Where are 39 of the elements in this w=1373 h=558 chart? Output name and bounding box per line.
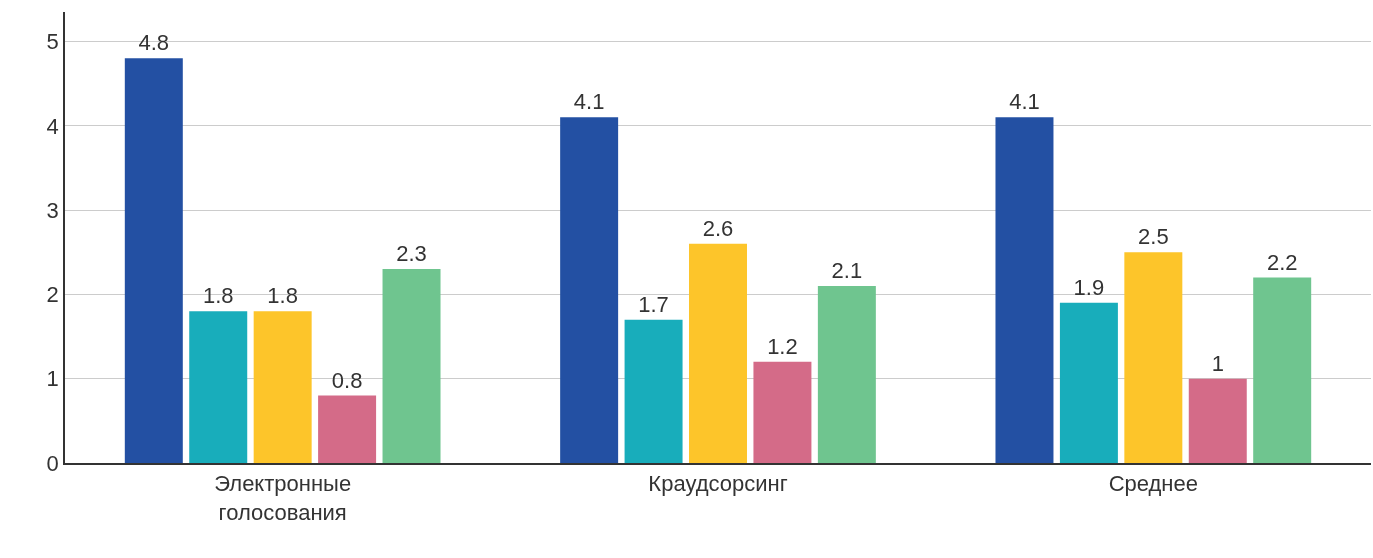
- bar: [689, 243, 747, 463]
- data-label: 4.8: [138, 30, 170, 56]
- y-tick-label: 2: [46, 282, 59, 308]
- data-label: 4.1: [1009, 89, 1040, 115]
- x-tick-label: Среднее: [1108, 471, 1198, 497]
- data-label: 2.3: [396, 241, 427, 267]
- bar: [124, 58, 183, 463]
- data-label: 1.2: [767, 333, 798, 359]
- bar: [624, 319, 683, 463]
- data-label: 1.9: [1073, 274, 1105, 300]
- data-label: 1.8: [202, 283, 234, 309]
- data-label: 2.6: [702, 215, 734, 241]
- bar: [817, 285, 876, 463]
- data-label: 2.5: [1138, 224, 1169, 250]
- data-label: 1.7: [638, 291, 669, 317]
- bar: [995, 117, 1054, 463]
- bar: [382, 269, 441, 463]
- bar: [753, 361, 812, 463]
- y-tick-label: 3: [46, 197, 59, 223]
- data-label: 1.8: [267, 283, 298, 309]
- x-tick-label: Краудсорсинг: [648, 471, 788, 497]
- bar: [253, 311, 312, 463]
- y-tick-label: 1: [46, 366, 59, 392]
- bar: [1124, 252, 1183, 463]
- bar: [318, 395, 377, 463]
- y-tick-label: 0: [46, 450, 59, 476]
- y-tick-label: 4: [46, 113, 59, 139]
- x-tick-label: Электронные голосования: [214, 471, 352, 525]
- bar: [189, 311, 248, 463]
- bar: [1059, 302, 1118, 463]
- bar: [560, 117, 619, 463]
- bar: [1253, 277, 1312, 463]
- data-label: 0.8: [331, 367, 363, 393]
- data-label: 1: [1211, 350, 1224, 376]
- data-label: 2.1: [831, 257, 863, 283]
- data-label: 2.2: [1266, 249, 1298, 275]
- bar: [1188, 378, 1247, 463]
- y-tick-label: 5: [46, 29, 59, 55]
- data-label: 4.1: [573, 89, 605, 115]
